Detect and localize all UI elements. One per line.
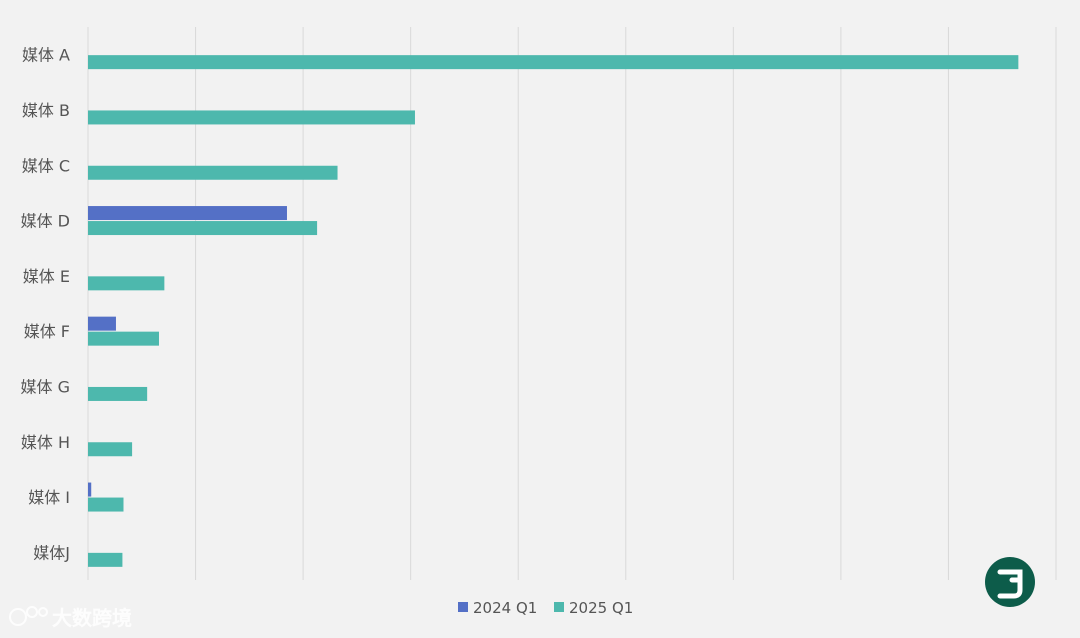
bars [88,55,1019,567]
bar-2025-q1 [88,110,415,125]
brand-logo-icon [985,557,1035,607]
bar-2024-q1 [88,316,116,331]
gridlines [87,27,1057,580]
legend-swatch-2024-q1 [458,602,468,612]
bar-2025-q1 [88,386,148,401]
bar-2025-q1 [88,165,338,180]
category-label: 媒体 G [21,377,71,396]
bar-2025-q1 [88,331,159,346]
bar-2025-q1 [88,221,318,236]
category-label: 媒体 E [23,267,70,286]
legend-label-2024-q1: 2024 Q1 [473,599,537,617]
category-label: 媒体 F [24,322,70,341]
legend-swatch-2025-q1 [554,602,564,612]
bar-2024-q1 [88,206,287,221]
bar-2025-q1 [88,442,133,457]
category-label: 媒体J [33,543,70,562]
bar-2024-q1 [88,482,92,497]
legend-label-2025-q1: 2025 Q1 [569,599,633,617]
category-label: 媒体 C [22,156,70,175]
watermark-icon [9,606,48,626]
watermark-text: 大数跨境 [52,606,132,630]
bar-2025-q1 [88,552,123,567]
category-labels: 媒体 A 媒体 B 媒体 C 媒体 D 媒体 E 媒体 F 媒体 G 媒体 H 媒体 I 媒体J [21,46,71,563]
category-label: 媒体 B [22,101,70,120]
category-label: 媒体 D [21,212,70,231]
bar-2025-q1 [88,497,124,512]
category-label: 媒体 H [21,433,70,452]
watermark: 大数跨境 [9,606,132,630]
legend: 2024 Q1 2025 Q1 [458,599,633,617]
bar-2025-q1 [88,276,165,291]
bar-2025-q1 [88,55,1019,70]
category-label: 媒体 A [22,46,70,65]
category-label: 媒体 I [28,488,70,507]
